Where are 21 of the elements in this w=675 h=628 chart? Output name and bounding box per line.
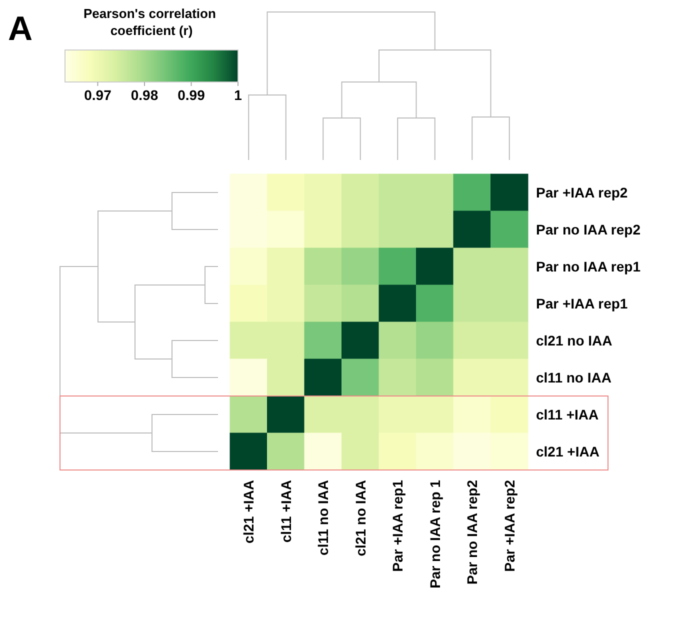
- x-tick-label: Par no IAA rep 1: [426, 480, 443, 588]
- y-tick-label: cl21 +IAA: [536, 444, 600, 460]
- x-tick-label: cl11 no IAA: [315, 480, 332, 556]
- x-tick-label: cl11 +IAA: [278, 480, 294, 543]
- x-tick-label: Par no IAA rep2: [464, 480, 480, 585]
- y-tick-label: cl11 no IAA: [536, 370, 612, 386]
- y-tick-label: Par +IAA rep2: [536, 184, 628, 200]
- y-tick-label: cl21 no IAA: [536, 332, 612, 348]
- color-bar-label: 0.97: [84, 87, 112, 103]
- x-tick-label: Par +IAA rep1: [390, 480, 406, 572]
- x-tick-label: cl21 +IAA: [240, 480, 257, 544]
- y-tick-label: Par no IAA rep2: [536, 222, 641, 238]
- color-bar-label: 1: [234, 87, 242, 103]
- y-tick-label: cl11 +IAA: [536, 406, 599, 422]
- y-tick-label: Par no IAA rep1: [536, 258, 641, 274]
- text: A: [8, 10, 33, 48]
- color-bar-title: Pearson's correlation coefficient (r): [83, 6, 220, 38]
- color-bar-label: 0.99: [178, 87, 206, 103]
- x-tick-label: cl21 no IAA: [352, 480, 368, 556]
- y-tick-label: Par +IAA rep1: [536, 296, 628, 312]
- color-bar-label: 0.98: [130, 87, 158, 103]
